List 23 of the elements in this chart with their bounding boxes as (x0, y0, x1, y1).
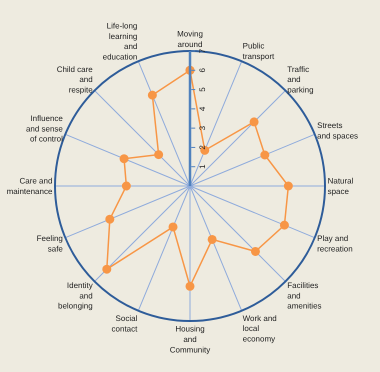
spoke-label: Play and recreation (317, 234, 353, 254)
spoke-label: Care and maintenance (6, 176, 53, 196)
spoke-label: Natural space (328, 176, 354, 196)
spoke-label: Life-long learning and education (102, 21, 138, 62)
y-tick-label: 5 (198, 86, 207, 92)
spoke-label: Moving around (177, 29, 203, 49)
y-tick-label: 1 (198, 164, 207, 169)
y-tick-label: 2 (198, 144, 207, 150)
spoke-label: Housing and Community (170, 324, 210, 354)
spoke-label: Child care and respite (56, 64, 94, 95)
y-tick-label: 6 (198, 68, 207, 73)
spoke-label: Social contact (112, 314, 138, 334)
spoke-label: Facilities and amenities (287, 280, 322, 311)
spoke-label: Identity and belonging (58, 280, 93, 311)
spoke-label: Streets and spaces (317, 121, 358, 141)
spoke-label: Traffic and parking (287, 64, 314, 95)
spoke-label: Work and local economy (242, 314, 277, 344)
spoke-label: Influence and sense of control (26, 114, 64, 144)
y-tick-label: 4 (198, 106, 207, 112)
y-tick-label: 3 (198, 125, 207, 130)
y-tick-label: 7 (198, 48, 207, 54)
spoke-label: Public transport (242, 41, 276, 61)
spoke-label: Feeling safe (36, 234, 64, 254)
